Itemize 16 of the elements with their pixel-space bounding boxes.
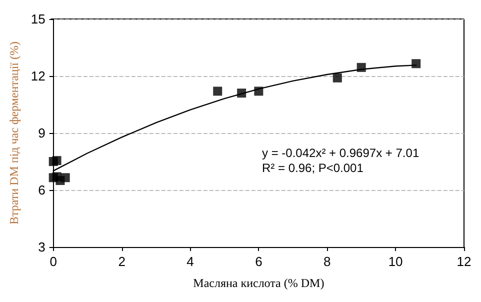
x-tick-label: 0 [50, 254, 57, 269]
x-tick-label: 6 [255, 254, 262, 269]
y-tick-label: 9 [38, 126, 46, 140]
x-tick-label: 10 [388, 254, 403, 269]
y-tick-label: 12 [30, 68, 46, 84]
y-tick-label: 15 [30, 12, 46, 26]
annotation: y = -0.042x² + 0.9697x + 7.01 [262, 146, 420, 160]
x-tick-label: 12 [456, 254, 472, 269]
x-axis-title: Масляна кислота (% DM) [193, 276, 324, 290]
annotation: R² = 0.96; P<0.001 [262, 161, 364, 175]
x-tick-label: 8 [324, 254, 331, 269]
y-axis-title: Втрати DM під час ферментації (%) [7, 41, 21, 225]
x-tick-label: 4 [186, 254, 194, 269]
x-tick-label: 2 [118, 254, 126, 269]
y-tick-label: 6 [38, 182, 46, 198]
y-tick-label: 3 [38, 240, 46, 254]
